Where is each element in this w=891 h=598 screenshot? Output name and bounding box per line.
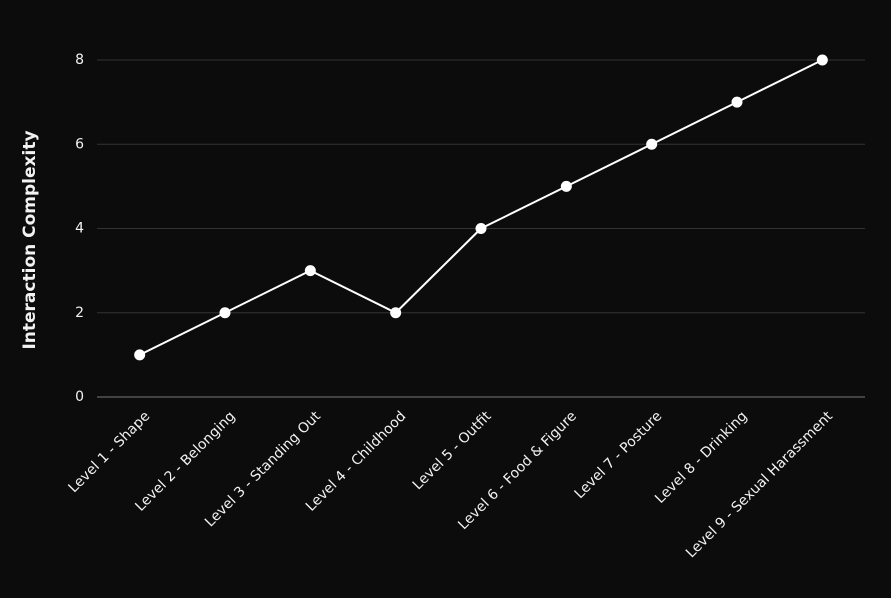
y-tick-label: 4 (75, 221, 84, 237)
y-axis-label: Interaction Complexity (20, 130, 40, 349)
point (304, 265, 316, 277)
point (390, 307, 402, 319)
point (646, 138, 658, 150)
y-tick-label: 2 (75, 305, 84, 321)
point (731, 96, 743, 108)
y-tick-label: 6 (75, 136, 84, 152)
point (134, 349, 146, 361)
point (816, 54, 828, 66)
point (475, 223, 487, 234)
y-tick-label: 8 (75, 52, 84, 68)
point (560, 180, 572, 192)
point (219, 307, 231, 319)
y-tick-label: 0 (75, 389, 84, 405)
